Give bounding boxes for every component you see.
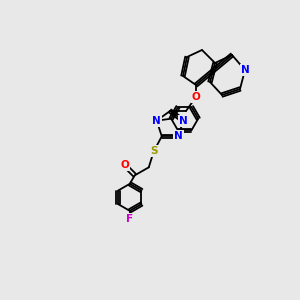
Text: N: N <box>152 116 161 126</box>
Text: S: S <box>150 146 158 156</box>
Text: N: N <box>179 116 188 126</box>
Text: O: O <box>192 92 200 102</box>
Text: N: N <box>174 131 183 141</box>
Text: F: F <box>126 214 133 224</box>
Text: O: O <box>120 160 129 170</box>
Text: N: N <box>241 65 249 75</box>
